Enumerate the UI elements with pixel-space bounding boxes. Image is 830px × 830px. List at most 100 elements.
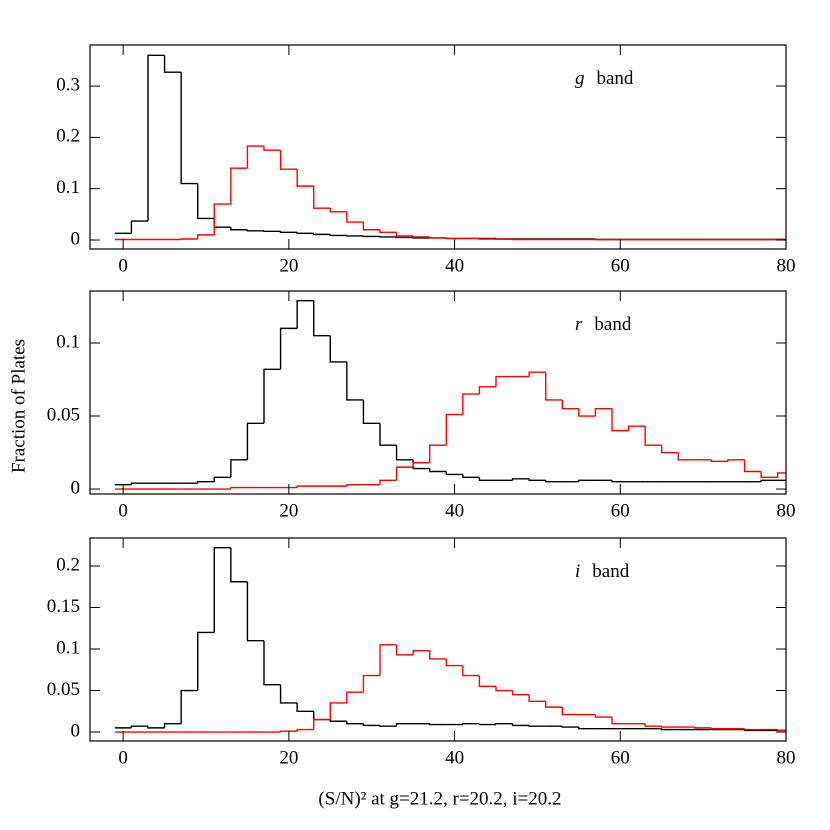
band-label: i band	[575, 561, 630, 582]
histogram-step	[329, 208, 347, 213]
histogram-step	[445, 471, 463, 476]
histogram-step	[743, 728, 762, 731]
histogram-step	[197, 481, 215, 484]
histogram-step	[197, 183, 215, 220]
histogram-step	[296, 299, 314, 329]
histogram-step	[346, 235, 364, 237]
histogram-step	[230, 167, 248, 205]
y-tick-label: 0.2	[56, 554, 80, 575]
histogram-step	[661, 726, 679, 728]
histogram-step	[528, 725, 546, 727]
histogram-step	[313, 300, 331, 337]
x-tick-label: 0	[118, 747, 128, 768]
x-tick-label: 80	[777, 500, 796, 521]
histogram-step	[627, 425, 646, 431]
histogram-step	[777, 472, 786, 478]
histogram-step	[263, 368, 281, 424]
histogram-step	[429, 236, 447, 239]
histogram-step	[263, 640, 281, 686]
histogram-step	[743, 459, 762, 473]
histogram-step	[395, 236, 414, 239]
histogram-step	[213, 203, 231, 235]
histogram-step	[246, 145, 264, 169]
histogram-step	[611, 717, 629, 725]
x-tick-label: 40	[445, 747, 464, 768]
plot-area	[114, 299, 786, 490]
band-text: band	[592, 561, 629, 582]
histogram-step	[578, 479, 596, 482]
histogram-step	[263, 146, 281, 151]
histogram-step	[230, 459, 248, 478]
histogram-step	[478, 238, 496, 240]
histogram-step	[545, 701, 563, 708]
histogram-step	[412, 649, 430, 655]
histogram-step	[429, 468, 447, 473]
y-tick-label: 0.1	[56, 331, 80, 352]
y-tick-label: 0	[71, 720, 81, 741]
y-tick-label: 0.3	[56, 74, 80, 95]
plot-area	[114, 547, 786, 733]
histogram-step	[412, 235, 430, 238]
histogram-step	[478, 477, 496, 481]
histogram-step	[395, 232, 414, 237]
histogram-step	[379, 725, 397, 727]
histogram-step	[661, 728, 679, 731]
histogram-step	[197, 234, 215, 239]
y-tick-label: 0	[71, 228, 81, 249]
y-axis-label: Fraction of Plates	[8, 339, 29, 473]
histogram-step	[296, 728, 314, 732]
histogram-step	[511, 478, 530, 481]
histogram-step	[578, 727, 596, 730]
histogram-step	[677, 452, 695, 461]
band-label: r band	[575, 314, 632, 335]
y-tick-label: 0.2	[56, 126, 80, 147]
histogram-step	[462, 665, 480, 677]
band-text: band	[594, 314, 631, 335]
band-letter: i	[575, 561, 580, 582]
histogram-step	[395, 466, 414, 481]
histogram-step	[528, 694, 546, 703]
y-tick-label: 0.1	[56, 177, 80, 198]
histogram-step	[429, 650, 447, 660]
histogram-step	[379, 423, 397, 446]
histogram-step	[163, 723, 182, 728]
histogram-step	[246, 581, 264, 642]
histogram-step	[644, 426, 662, 446]
band-label: g band	[575, 68, 634, 89]
x-tick-label: 60	[611, 747, 630, 768]
histogram-step	[594, 408, 612, 417]
x-axis-label: (S/N)² at g=21.2, r=20.2, i=20.2	[318, 788, 561, 809]
histogram-step	[710, 459, 728, 462]
histogram-step	[213, 218, 231, 228]
histogram-step	[329, 234, 347, 237]
histogram-step	[661, 445, 679, 454]
histogram-step	[362, 674, 380, 693]
histogram-step	[511, 238, 530, 241]
plot-frame	[89, 290, 787, 495]
histogram-step	[279, 327, 298, 370]
histogram-step	[478, 386, 496, 395]
histogram-step	[313, 711, 331, 721]
x-tick-label: 60	[611, 500, 630, 521]
x-tick-label: 60	[611, 255, 630, 276]
band-letter: g	[575, 68, 585, 89]
histogram-step	[511, 690, 530, 696]
histogram-step	[495, 723, 513, 725]
histogram-step	[197, 631, 215, 691]
histogram-step	[296, 232, 314, 235]
histogram-step	[578, 408, 596, 417]
histogram-step	[528, 478, 546, 481]
histogram-step	[445, 237, 463, 240]
x-tick-label: 80	[777, 747, 796, 768]
plot-frame	[89, 537, 787, 742]
histogram-step	[462, 393, 480, 415]
histogram-step	[313, 186, 331, 209]
histogram-step	[246, 422, 264, 460]
y-tick-label: 0.15	[47, 596, 80, 617]
histogram-step	[395, 723, 414, 727]
histogram-step	[395, 644, 414, 656]
histogram-step	[495, 686, 513, 692]
histogram-step	[362, 235, 380, 238]
